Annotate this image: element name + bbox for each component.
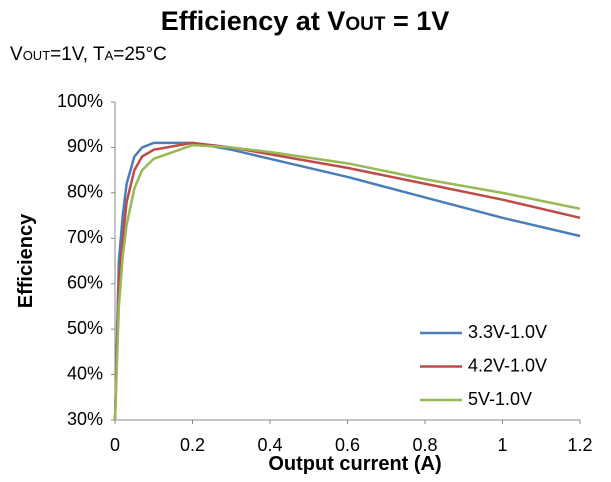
- y-tick-label: 50%: [67, 318, 103, 338]
- subtitle-part: =25°C: [113, 44, 167, 65]
- y-tick-label: 40%: [67, 363, 103, 383]
- y-tick-label: 70%: [67, 227, 103, 247]
- subtitle-subscript: A: [105, 48, 114, 63]
- x-tick-label: 1: [497, 435, 507, 455]
- title-subscript: OUT: [345, 14, 386, 35]
- series-line: [113, 143, 581, 421]
- subtitle-part: =1V, T: [50, 44, 105, 65]
- x-tick-label: 0.8: [412, 435, 437, 455]
- x-tick-label: 0: [110, 435, 120, 455]
- x-axis-label: Output current (A): [268, 453, 441, 475]
- y-tick-label: 100%: [57, 91, 103, 111]
- subtitle-subscript: OUT: [23, 48, 51, 63]
- x-tick-label: 1.2: [567, 435, 592, 455]
- y-axis-label: Efficiency: [15, 213, 37, 308]
- x-tick-label: 0.6: [335, 435, 360, 455]
- legend-label: 5V-1.0V: [468, 389, 532, 409]
- x-tick-label: 0.2: [180, 435, 205, 455]
- y-tick-label: 90%: [67, 136, 103, 156]
- legend-label: 4.2V-1.0V: [468, 355, 547, 375]
- y-tick-label: 30%: [67, 409, 103, 429]
- y-tick-label: 60%: [67, 272, 103, 292]
- chart-title: Efficiency at VOUT = 1V: [161, 6, 449, 36]
- series-line: [113, 141, 581, 421]
- legend-label: 3.3V-1.0V: [468, 322, 547, 342]
- subtitle-part: V: [10, 44, 23, 65]
- x-tick-label: 0.4: [257, 435, 282, 455]
- title-part: = 1V: [385, 6, 449, 36]
- title-part: Efficiency at V: [161, 6, 346, 36]
- chart-subtitle: VOUT=1V, TA=25°C: [10, 44, 167, 65]
- y-tick-label: 80%: [67, 182, 103, 202]
- series-line: [113, 141, 581, 421]
